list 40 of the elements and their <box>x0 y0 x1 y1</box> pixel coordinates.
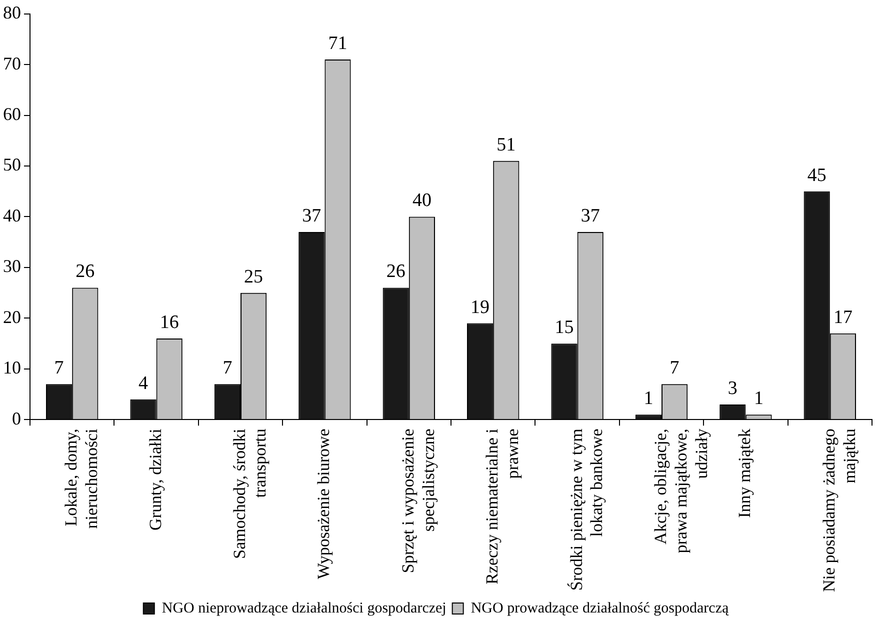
y-tick-label: 30 <box>3 256 21 276</box>
data-label: 40 <box>412 190 432 212</box>
data-label: 19 <box>470 296 490 318</box>
y-tick-label: 0 <box>12 408 21 428</box>
x-tick-label: Rzeczy niematerialne i prawne <box>482 428 522 584</box>
x-tick-label: Sprzęt i wyposażenie specjalistyczne <box>398 428 438 574</box>
x-tick-label: Grunty, działki <box>146 428 165 530</box>
y-tick-label: 80 <box>3 2 21 23</box>
x-tick-label: Inny majątek <box>735 428 754 518</box>
data-label: 37 <box>580 205 600 226</box>
x-tick-label: Akcje, obligacje, prawa majątkowe, udziały <box>650 428 711 554</box>
x-tick-label: Nie posiadamy żadnego majątku <box>819 428 859 592</box>
y-tick-label: 50 <box>3 154 21 175</box>
data-label: 17 <box>833 306 852 328</box>
data-label: 4 <box>138 372 148 394</box>
data-label: 7 <box>670 358 680 379</box>
y-tick-label: 60 <box>3 104 21 124</box>
data-label: 71 <box>328 32 348 54</box>
data-label: 26 <box>386 261 406 282</box>
x-tick-label: Lokale, domy, nieruchomości <box>62 428 101 529</box>
y-tick-label: 40 <box>3 205 21 226</box>
data-label: 1 <box>754 388 764 410</box>
data-label: 37 <box>302 205 322 226</box>
data-label: 45 <box>807 164 826 186</box>
data-label: 7 <box>222 358 232 379</box>
y-tick-label: 10 <box>3 358 21 378</box>
y-tick-label: 20 <box>3 306 21 327</box>
legend-label: NGO nieprowadzące działalności gospodarczej <box>162 600 446 616</box>
y-tick-label: 70 <box>3 53 21 74</box>
data-label: 25 <box>244 266 264 288</box>
data-label: 51 <box>496 134 516 156</box>
data-label: 16 <box>160 312 179 333</box>
x-tick-label: Wyposażenie biurowe <box>314 428 334 580</box>
data-label: 7 <box>54 358 64 379</box>
data-label: 26 <box>76 261 95 282</box>
data-label: 3 <box>728 378 738 399</box>
data-label: 1 <box>644 388 654 410</box>
x-tick-label: Samochody, środki transportu <box>230 428 270 559</box>
legend-label: NGO prowadzące działalność gospodarczą <box>470 600 729 616</box>
data-label: 15 <box>554 317 574 338</box>
